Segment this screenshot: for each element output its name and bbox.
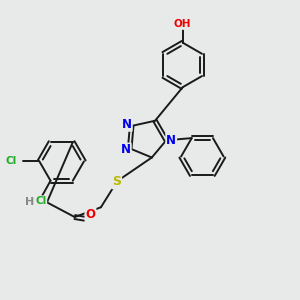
- Text: N: N: [122, 118, 132, 131]
- Text: HN: HN: [25, 197, 44, 207]
- Text: N: N: [166, 134, 176, 147]
- Text: OH: OH: [174, 19, 191, 29]
- Text: N: N: [121, 143, 131, 157]
- Text: S: S: [112, 175, 121, 188]
- Text: O: O: [85, 208, 95, 221]
- Text: Cl: Cl: [6, 157, 17, 166]
- Text: Cl: Cl: [35, 196, 46, 206]
